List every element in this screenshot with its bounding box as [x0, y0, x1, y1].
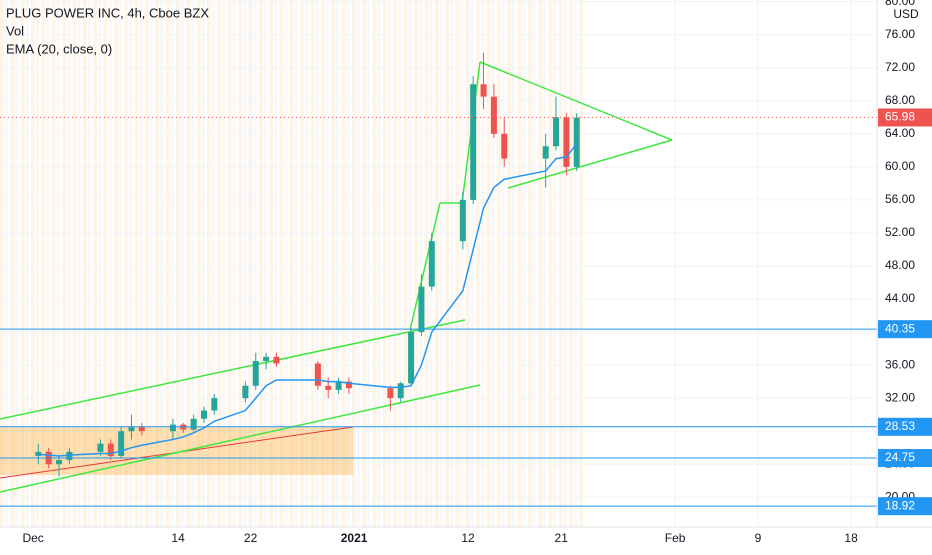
currency-label: USD: [893, 7, 919, 21]
trend-line: [409, 202, 441, 331]
candle-body: [200, 410, 207, 419]
candle-body: [169, 424, 176, 432]
price-label-box: [878, 108, 932, 127]
y-tick-label: 68.00: [885, 93, 915, 107]
y-tick-label: 60.00: [885, 159, 915, 173]
y-tick-label: 56.00: [885, 192, 915, 206]
candle-body: [480, 84, 487, 97]
x-tick-label: 18: [844, 531, 858, 545]
candle-body: [211, 398, 218, 411]
y-tick-label: 36.00: [885, 357, 915, 371]
y-tick-label: 76.00: [885, 27, 915, 41]
x-tick-label: Dec: [22, 531, 43, 545]
candle-body: [428, 241, 435, 287]
legend-entry: EMA (20, close, 0): [6, 41, 112, 56]
candle-body: [501, 133, 508, 159]
channel-upper: [0, 319, 466, 420]
candle-body: [459, 199, 466, 242]
candle-body: [490, 96, 497, 134]
x-tick-label: 21: [555, 531, 569, 545]
price-label: 65.98: [885, 110, 915, 124]
x-tick-label: 22: [244, 531, 258, 545]
y-tick-label: 48.00: [885, 258, 915, 272]
x-tick-label: 9: [755, 531, 762, 545]
candle-body: [335, 381, 342, 390]
axes: 20.0024.0028.0032.0036.0040.0044.0048.00…: [22, 0, 932, 545]
y-tick-label: 44.00: [885, 291, 915, 305]
candle-body: [107, 443, 114, 456]
triangle-upper: [479, 61, 673, 141]
y-tick-label: 72.00: [885, 60, 915, 74]
candle-body: [128, 427, 135, 432]
candle-body: [242, 385, 249, 399]
channel-lower: [0, 384, 481, 493]
candle-body: [553, 117, 560, 147]
volume-label: Vol: [6, 23, 24, 38]
candle-body: [97, 443, 104, 452]
y-tick-label: 64.00: [885, 126, 915, 140]
candle-body: [314, 363, 321, 386]
price-label-box: [878, 417, 932, 436]
y-tick-label: 32.00: [885, 390, 915, 404]
candle-body: [273, 356, 280, 364]
candle-body: [573, 117, 580, 167]
x-tick-label: Feb: [665, 531, 686, 545]
candle-body: [325, 385, 332, 390]
candle-body: [138, 427, 145, 432]
price-label-box: [878, 449, 932, 468]
y-tick-label: 80.00: [885, 0, 915, 8]
candle-body: [542, 146, 549, 159]
y-tick-label: 52.00: [885, 225, 915, 239]
candle-body: [190, 418, 197, 430]
candle-body: [397, 383, 404, 399]
grid: [0, 0, 877, 527]
price-label-box: [878, 497, 932, 516]
candle-body: [56, 460, 63, 465]
price-label: 18.92: [885, 498, 915, 512]
candle-body: [66, 451, 73, 461]
plot: [0, 52, 877, 507]
legend: PLUG POWER INC, 4h, Cboe BZX Vol EMA (20…: [6, 5, 209, 56]
candle-body: [118, 431, 125, 456]
price-label: 24.75: [885, 450, 915, 464]
candle-body: [387, 388, 394, 399]
price-label: 28.53: [885, 419, 915, 433]
candle-body: [252, 360, 259, 386]
x-tick-label: 14: [171, 531, 185, 545]
chart-title: PLUG POWER INC, 4h, Cboe BZX: [6, 5, 209, 20]
triangle-lower: [507, 139, 673, 189]
candle-body: [563, 117, 570, 167]
x-tick-label: 12: [461, 531, 475, 545]
ema-line: [38, 143, 578, 457]
candle-body: [418, 286, 425, 333]
x-tick-label: 2021: [341, 531, 368, 545]
price-label: 40.35: [885, 321, 915, 335]
candle-body: [470, 84, 477, 200]
price-label-box: [878, 320, 932, 339]
candle-body: [408, 332, 415, 384]
candle-body: [35, 451, 42, 456]
candle-body: [263, 356, 270, 361]
candle-body: [345, 381, 352, 389]
